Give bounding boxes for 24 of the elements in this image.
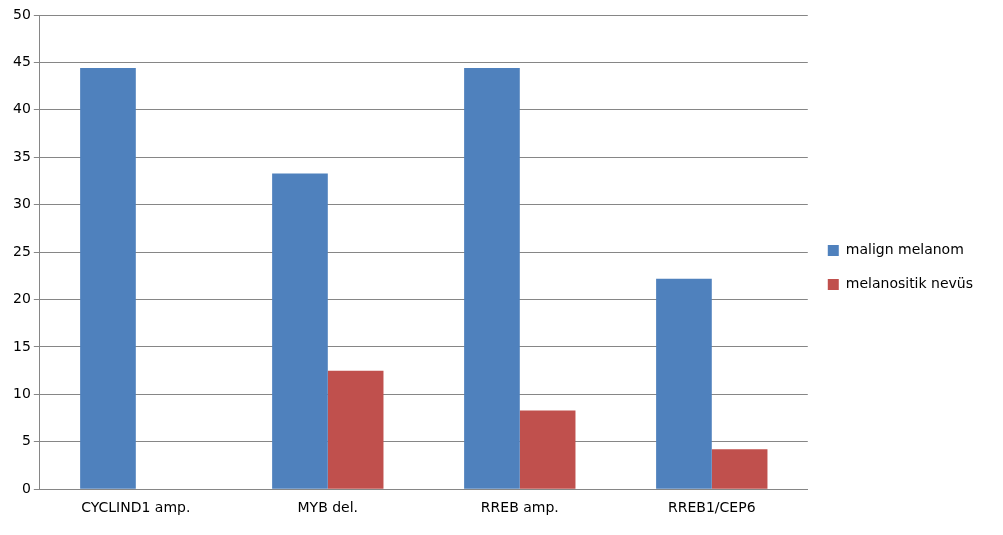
y-tick-label: 50 (12, 5, 31, 22)
y-tick-label: 10 (12, 385, 31, 401)
y-tick-label: 30 (12, 195, 31, 212)
bar (272, 173, 328, 489)
y-tick-label: 40 (12, 100, 31, 117)
y-tick-label: 25 (12, 242, 31, 259)
x-tick-label: RREB1/CEP6 (668, 499, 756, 516)
bar (464, 68, 520, 489)
y-tick-label: 20 (12, 290, 31, 307)
legend-label: melanositik nevüs (845, 275, 973, 292)
y-tick-label: 15 (12, 337, 31, 354)
x-tick-label: MYB del. (297, 499, 359, 516)
bar (711, 449, 768, 489)
y-tick-label: 0 (21, 479, 31, 496)
y-tick-label: 35 (12, 147, 31, 164)
y-tick-label: 45 (12, 53, 31, 70)
bar (327, 370, 384, 489)
bar (656, 278, 712, 489)
x-tick-label: RREB amp. (480, 499, 559, 516)
bar (80, 68, 136, 489)
legend-label: malign melanom (845, 241, 964, 258)
y-tick-label: 5 (21, 432, 31, 449)
x-tick-label: CYCLIND1 amp. (81, 499, 191, 516)
bar (519, 410, 576, 489)
